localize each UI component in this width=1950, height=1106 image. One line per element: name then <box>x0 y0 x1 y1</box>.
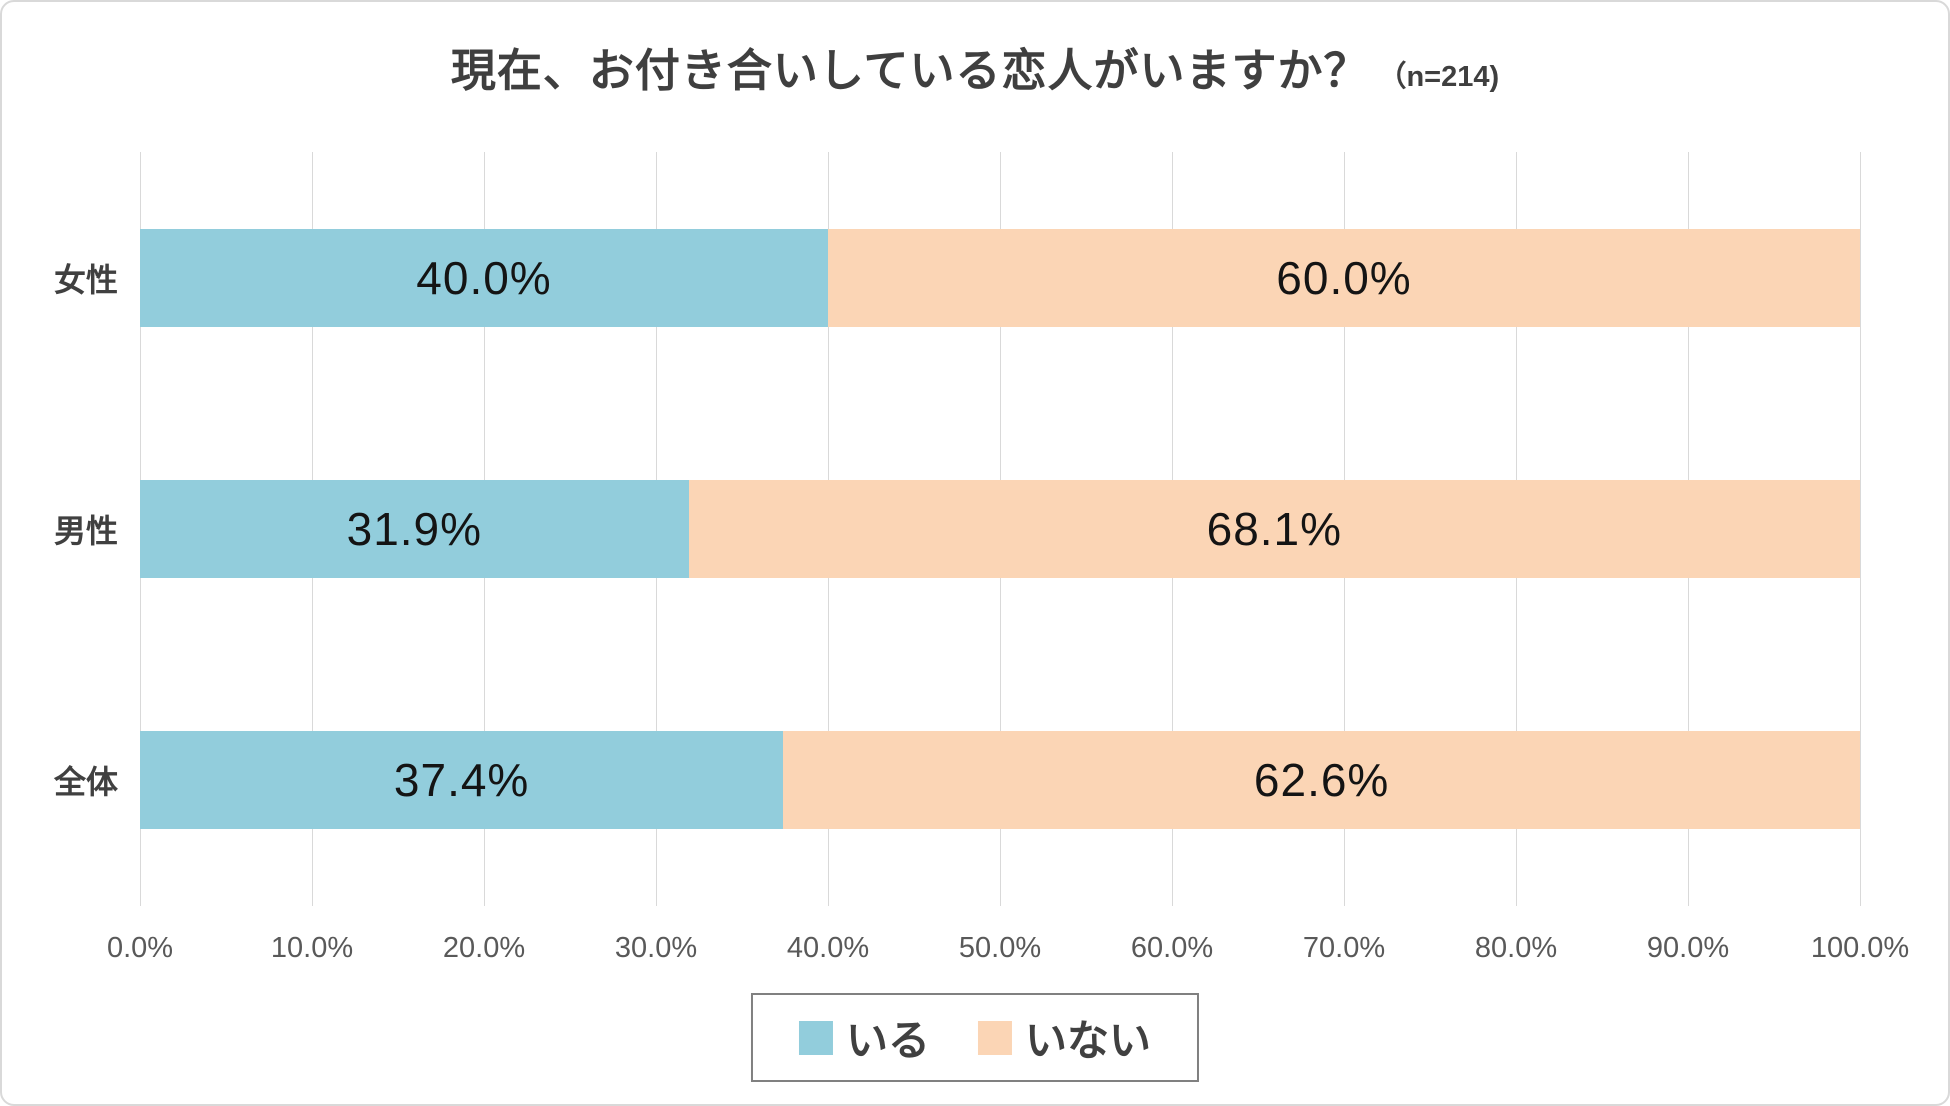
x-axis-tick-label: 60.0% <box>1130 932 1214 964</box>
chart-title-text: 現在、お付き合いしている恋人がいますか？ <box>450 45 1370 96</box>
chart-title: 現在、お付き合いしている恋人がいますか？ （n=214) <box>2 34 1948 99</box>
gridline <box>1860 152 1861 906</box>
bar-segment-iru: 31.9% <box>140 479 689 578</box>
x-axis: 0.0% 10.0% 20.0% 30.0% 40.0% 50.0% 60.0% 70.0% 8… <box>107 932 1909 974</box>
bar-segment-inai: 68.1% <box>688 479 1860 578</box>
chart-row: 女性 40.0% 60.0% <box>54 152 1860 403</box>
legend-swatch <box>798 1020 833 1055</box>
x-axis-tick-label: 40.0% <box>786 932 870 964</box>
data-label: 68.1% <box>1206 502 1343 555</box>
data-label: 40.0% <box>416 251 552 304</box>
x-axis-tick-label: 10.0% <box>270 932 354 964</box>
x-axis-tick-label: 30.0% <box>614 932 698 964</box>
bar-segment-inai: 62.6% <box>783 731 1860 830</box>
x-axis-tick-label: 0.0% <box>106 932 174 964</box>
data-label: 62.6% <box>1253 754 1390 807</box>
legend-label: いる <box>845 1017 930 1064</box>
category-label: 全体 <box>53 764 118 801</box>
stacked-bar: 37.4% 62.6% <box>140 731 1860 830</box>
legend: いる いない <box>750 993 1200 1082</box>
data-label: 60.0% <box>1276 251 1412 304</box>
x-axis-tick-label: 90.0% <box>1646 932 1730 964</box>
stacked-bar: 40.0% 60.0% <box>140 228 1860 327</box>
legend-item: いる <box>798 1007 930 1068</box>
stacked-bar: 31.9% 68.1% <box>140 479 1860 578</box>
chart-row: 全体 37.4% 62.6% <box>54 655 1860 906</box>
sample-size-label: （n=214) <box>1377 61 1500 93</box>
x-axis-tick-label: 50.0% <box>958 932 1042 964</box>
x-axis-tick-label: 20.0% <box>442 932 526 964</box>
bar-segment-inai: 60.0% <box>828 228 1860 327</box>
data-label: 37.4% <box>393 754 530 807</box>
x-axis-tick-label: 80.0% <box>1474 932 1558 964</box>
x-axis-tick-label: 100.0% <box>1810 932 1910 964</box>
x-axis-tick-label: 70.0% <box>1302 932 1386 964</box>
category-label: 男性 <box>53 512 118 549</box>
bar-segment-iru: 37.4% <box>140 731 784 830</box>
legend-swatch <box>978 1020 1012 1055</box>
chart-row: 男性 31.9% 68.1% <box>54 403 1860 654</box>
data-label: 31.9% <box>346 502 483 555</box>
legend-item: いない <box>978 1007 1151 1068</box>
bar-segment-iru: 40.0% <box>140 228 828 327</box>
legend-label: いない <box>1025 1017 1152 1064</box>
plot-area: 女性 40.0% 60.0% 男性 31.9% 68.1% 全体 37.4% 62.6% <box>54 152 1861 906</box>
category-label: 女性 <box>53 261 118 298</box>
